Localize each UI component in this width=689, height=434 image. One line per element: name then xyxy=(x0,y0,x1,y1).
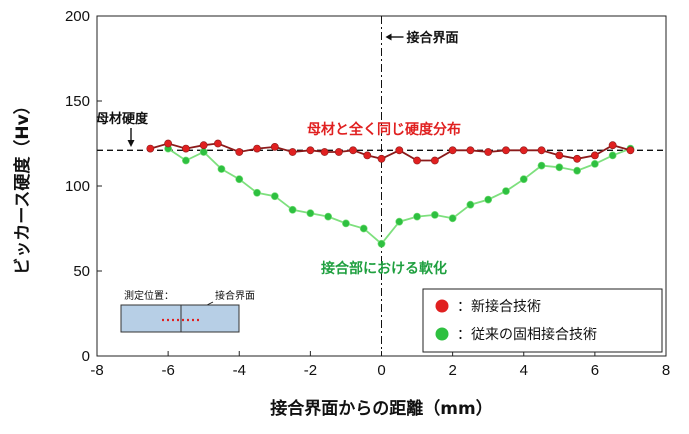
series-1-point xyxy=(270,192,279,201)
y-axis-label: ビッカース硬度（Hv） xyxy=(12,97,33,274)
series-1-point xyxy=(199,148,208,156)
reference-lines xyxy=(97,16,666,356)
series-1-point xyxy=(217,165,226,173)
series-line-1 xyxy=(167,147,631,246)
series-0-point xyxy=(395,146,404,155)
legend-marker-1 xyxy=(435,327,449,341)
series-0-point xyxy=(306,146,315,155)
series-1-point xyxy=(537,161,546,170)
series-0-point xyxy=(590,151,599,160)
series-0-point xyxy=(349,146,357,155)
series-1-point xyxy=(590,159,599,168)
series-1-point xyxy=(608,151,617,160)
series-1-point xyxy=(235,175,244,184)
x-axis-label: 接合界面からの距離（mm） xyxy=(270,398,492,419)
series-1-point xyxy=(253,188,261,197)
series-1-point xyxy=(573,166,581,175)
series-0-point xyxy=(573,154,581,163)
series-0-point xyxy=(288,148,297,156)
series-1-point xyxy=(502,187,510,195)
series-1-point xyxy=(555,163,564,172)
y-tick-label: 50 xyxy=(73,263,90,280)
series-1-point xyxy=(395,217,404,226)
series-0-point xyxy=(377,154,386,163)
series-1-point xyxy=(182,156,190,165)
green-note: 接合部における軟化 xyxy=(321,260,447,277)
series-0-point xyxy=(537,146,546,155)
series-1-point xyxy=(342,219,350,228)
x-tick-label: -4 xyxy=(233,362,246,379)
series-0-point xyxy=(146,144,155,153)
x-tick-label: 4 xyxy=(520,362,528,379)
legend: ：新接合技術 ：従来の固相接合技術 xyxy=(422,288,663,353)
series-0-point xyxy=(484,148,493,156)
series-0-point xyxy=(270,142,279,151)
series-1-point xyxy=(324,212,333,221)
series-1-point xyxy=(519,175,528,184)
series-1-point xyxy=(377,239,386,248)
x-tick-label: 2 xyxy=(448,362,456,379)
series-0-point xyxy=(608,141,617,150)
series-layer xyxy=(146,139,635,248)
series-0-point xyxy=(214,139,222,148)
series-0-point xyxy=(253,144,261,153)
series-0-point xyxy=(413,156,421,165)
series-0-point xyxy=(320,148,329,156)
red-note: 母材と全く同じ硬度分布 xyxy=(307,121,461,138)
series-0-point xyxy=(430,156,439,165)
y-tick-label: 200 xyxy=(65,8,90,25)
series-0-point xyxy=(466,146,475,155)
series-0-point xyxy=(519,146,528,155)
x-tick-label: 8 xyxy=(662,362,670,379)
series-0-point xyxy=(502,146,510,155)
series-1-point xyxy=(484,195,493,204)
inset-sample xyxy=(120,304,240,333)
series-0-point xyxy=(626,146,635,155)
legend-label-1: ：従来の固相接合技術 xyxy=(457,326,597,343)
series-0-point xyxy=(164,139,173,148)
series-0-point xyxy=(363,151,372,160)
series-1-point xyxy=(466,200,475,209)
x-tick-label: -6 xyxy=(161,362,174,379)
series-1-point xyxy=(430,210,439,219)
series-0-point xyxy=(235,148,244,156)
series-1-point xyxy=(306,209,315,218)
series-1-point xyxy=(448,214,457,223)
x-tick-label: 0 xyxy=(377,362,385,379)
inset-position-label: 測定位置： xyxy=(124,289,174,302)
x-tick-label: 6 xyxy=(591,362,599,379)
interface-label: 接合界面 xyxy=(407,30,459,46)
series-1-point xyxy=(288,205,297,214)
series-0-point xyxy=(199,141,208,150)
base-hardness-label: 母材硬度 xyxy=(96,111,149,127)
inset-interface-label: 接合界面 xyxy=(215,289,255,302)
y-tick-label: 100 xyxy=(65,178,90,195)
legend-label-0: ：新接合技術 xyxy=(457,298,541,315)
y-tick-label: 150 xyxy=(65,93,90,110)
series-0-point xyxy=(334,148,343,156)
x-tick-label: -2 xyxy=(304,362,317,379)
base-hardness-arrowhead xyxy=(127,140,135,147)
series-0-point xyxy=(182,144,190,153)
x-tick-label: -8 xyxy=(90,362,103,379)
series-1-point xyxy=(413,212,421,221)
series-0-point xyxy=(555,151,564,160)
series-0-point xyxy=(448,146,457,155)
legend-marker-0 xyxy=(435,299,449,313)
axes: 接合界面からの距離（mm） ビッカース硬度（Hv） xyxy=(12,15,667,419)
measurement-inset: 測定位置： 接合界面 xyxy=(120,289,255,333)
interface-arrowhead xyxy=(385,33,392,41)
legend-box xyxy=(422,288,663,353)
y-tick-label: 0 xyxy=(82,348,90,365)
series-1-point xyxy=(359,224,368,233)
